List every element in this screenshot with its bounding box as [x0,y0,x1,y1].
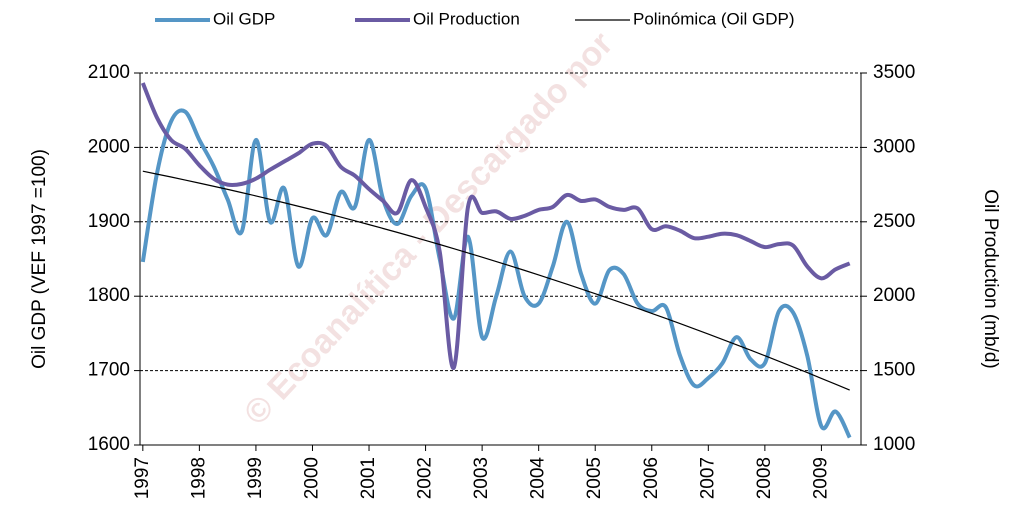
y-tick-label: 1700 [88,360,130,381]
y-tick-label: 1800 [88,285,130,306]
y-tick-label: 2000 [88,136,130,157]
y2-tick-label: 1500 [873,360,915,381]
y-tick-label: 2100 [88,62,130,83]
x-tick-label: 1998 [188,457,209,499]
y2-tick-label: 2500 [873,211,915,232]
series-line [142,170,850,391]
y-tick-label: 1600 [88,434,130,455]
x-tick-label: 2008 [754,457,775,499]
y2-tick-label: 3500 [873,62,915,83]
legend-label: Oil Production [413,9,520,28]
x-tick-label: 2006 [641,457,662,499]
x-tick-label: 2004 [528,457,549,500]
series-line [140,82,851,370]
y2-axis-label: Oil Production (mb/d) [980,189,1001,369]
y-tick-label: 1900 [88,211,130,232]
x-tick-label: 1997 [132,457,153,499]
y2-tick-label: 1000 [873,434,915,455]
x-tick-label: 2002 [415,457,436,499]
y2-tick-label: 2000 [873,285,915,306]
x-tick-label: 2000 [301,457,322,499]
x-tick-label: 2001 [358,457,379,499]
legend-label: Polinómica (Oil GDP) [633,9,795,28]
x-tick-label: 1999 [245,457,266,499]
y-axis-label: Oil GDP (VEF 1997 =100) [29,149,50,369]
x-tick-label: 2003 [471,457,492,499]
x-tick-label: 2007 [697,457,718,499]
legend-label: Oil GDP [213,9,275,28]
series-line [140,108,852,439]
y2-tick-label: 3000 [873,136,915,157]
x-tick-label: 2005 [584,457,605,499]
x-tick-label: 2009 [810,457,831,499]
